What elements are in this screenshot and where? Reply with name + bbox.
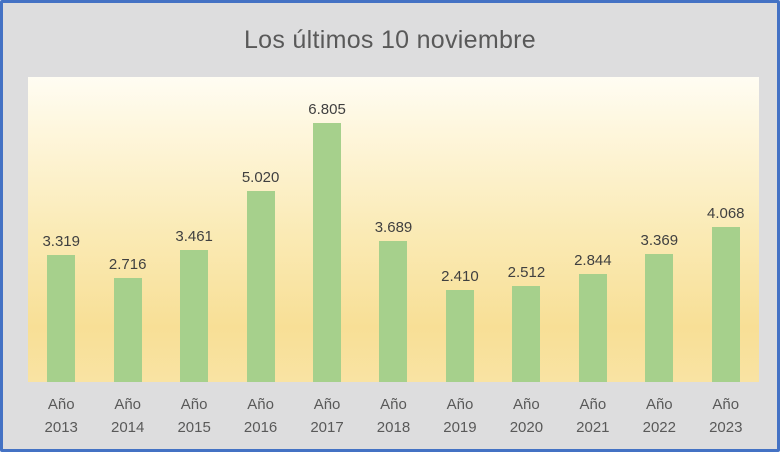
x-axis-category-year: 2015 bbox=[177, 419, 211, 436]
x-axis-category-label: Año 2015 bbox=[161, 393, 227, 439]
bar bbox=[645, 253, 674, 382]
x-axis-category-prefix: Año bbox=[446, 396, 474, 413]
bar-column: 5.020 bbox=[227, 77, 293, 382]
x-axis-category-year: 2013 bbox=[44, 419, 78, 436]
bar-value-label: 2.512 bbox=[507, 264, 546, 282]
bar-column: 4.068 bbox=[693, 77, 759, 382]
x-axis-category-label: Año 2021 bbox=[560, 393, 626, 439]
x-axis-category-year: 2014 bbox=[110, 419, 145, 436]
x-axis-category-year: 2020 bbox=[509, 419, 544, 436]
x-axis-category-label: Año 2013 bbox=[28, 393, 94, 439]
x-axis-category-prefix: Año bbox=[114, 396, 142, 413]
x-axis-category-label: Año 2019 bbox=[427, 393, 493, 439]
bar-column: 3.369 bbox=[626, 77, 692, 382]
bar-value-label: 3.689 bbox=[374, 219, 413, 237]
x-axis-category-year: 2018 bbox=[376, 419, 411, 436]
bar bbox=[113, 278, 142, 382]
bar-value-label: 6.805 bbox=[308, 100, 346, 118]
x-axis-category-label: Año 2020 bbox=[493, 393, 559, 439]
x-axis-labels: Año 2013 Año 2014 Año 2015 Año 2016 Año 2017 Año 20… bbox=[28, 393, 759, 439]
x-axis-category-prefix: Año bbox=[645, 396, 673, 413]
x-axis-category-prefix: Año bbox=[579, 396, 607, 413]
bar bbox=[512, 286, 541, 382]
bar-value-label: 3.319 bbox=[42, 233, 80, 251]
x-axis-category-label: Año 2018 bbox=[360, 393, 426, 439]
plot-area: 3.319 2.716 3.461 5.020 6.805 3.689 2.410 2.512… bbox=[28, 77, 759, 382]
x-axis-category-year: 2021 bbox=[576, 419, 610, 436]
bar-value-label: 3.369 bbox=[640, 231, 679, 249]
bar-column: 2.410 bbox=[427, 77, 493, 382]
x-axis-category-prefix: Año bbox=[180, 396, 208, 413]
x-axis-category-year: 2023 bbox=[709, 419, 743, 436]
x-axis-category-year: 2022 bbox=[642, 419, 676, 436]
x-axis-category-year: 2017 bbox=[310, 419, 344, 436]
x-axis-category-label: Año 2017 bbox=[294, 393, 360, 439]
x-axis-category-prefix: Año bbox=[247, 396, 274, 413]
bar-value-label: 3.461 bbox=[175, 228, 213, 246]
bar-column: 2.716 bbox=[94, 77, 160, 382]
bar-column: 3.319 bbox=[28, 77, 94, 382]
bar-value-label: 2.844 bbox=[574, 251, 612, 269]
bar-column: 3.461 bbox=[161, 77, 227, 382]
bar bbox=[711, 226, 740, 382]
bar bbox=[47, 255, 76, 382]
x-axis-category-label: Año 2014 bbox=[94, 393, 160, 439]
bar-value-label: 4.068 bbox=[706, 204, 745, 222]
bar bbox=[246, 190, 275, 382]
x-axis-category-prefix: Año bbox=[513, 396, 540, 413]
chart-title: Los últimos 10 noviembre bbox=[243, 26, 537, 54]
x-axis-category-label: Año 2022 bbox=[626, 393, 692, 439]
bar-column: 6.805 bbox=[294, 77, 360, 382]
x-axis-category-year: 2016 bbox=[243, 419, 278, 436]
x-axis-category-prefix: Año bbox=[47, 396, 75, 413]
bar-column: 3.689 bbox=[360, 77, 426, 382]
bar bbox=[379, 241, 408, 382]
bar-column: 2.512 bbox=[493, 77, 559, 382]
x-axis-category-label: Año 2016 bbox=[227, 393, 293, 439]
x-axis-category-prefix: Año bbox=[380, 396, 407, 413]
x-axis-category-label: Año 2023 bbox=[693, 393, 759, 439]
bar-value-label: 2.410 bbox=[441, 268, 479, 286]
bar bbox=[180, 250, 209, 382]
bar-value-label: 2.716 bbox=[108, 256, 147, 274]
bar bbox=[578, 273, 607, 382]
bar-value-label: 5.020 bbox=[241, 168, 280, 186]
x-axis-category-prefix: Año bbox=[313, 396, 341, 413]
bar bbox=[445, 290, 474, 382]
bar bbox=[313, 122, 342, 382]
x-axis-category-prefix: Año bbox=[712, 396, 740, 413]
bar-column: 2.844 bbox=[560, 77, 626, 382]
x-axis-category-year: 2019 bbox=[443, 419, 477, 436]
